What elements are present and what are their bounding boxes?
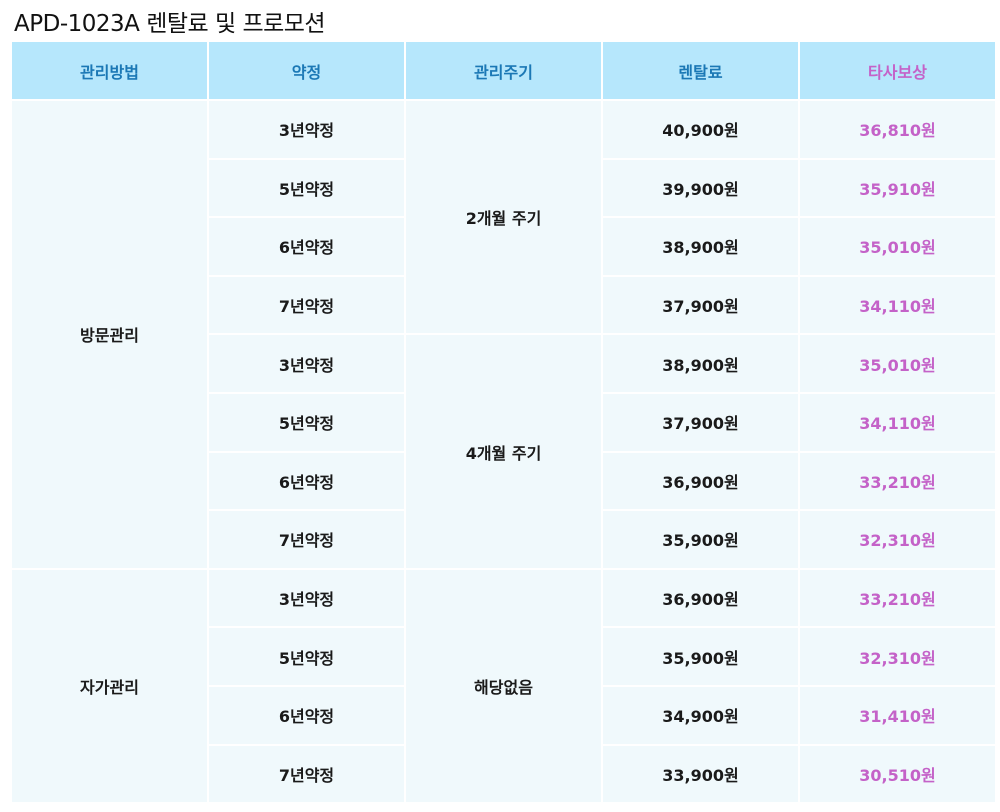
cycle-cell: 4개월 주기 [406,335,601,568]
fee-cell: 40,900원 [603,101,798,158]
table-row: 6년약정 34,900원 31,410원 [12,686,995,744]
term-cell: 6년약정 [209,686,404,744]
table-row: 7년약정 33,900원 30,510원 [12,745,995,803]
fee-cell: 35,900원 [603,628,798,685]
term-cell: 7년약정 [209,511,404,568]
compensation-cell: 33,210원 [800,569,995,627]
method-cell: 자가관리 [12,569,207,803]
cycle-cell: 2개월 주기 [406,101,601,334]
term-cell: 3년약정 [209,101,404,158]
term-cell: 3년약정 [209,335,404,392]
fee-cell: 37,900원 [603,393,798,451]
page-title: APD-1023A 렌탈료 및 프로모션 [14,11,326,37]
table-row: 6년약정 36,900원 33,210원 [12,452,995,510]
fee-cell: 39,900원 [603,159,798,217]
compensation-cell: 35,010원 [800,218,995,275]
fee-cell: 35,900원 [603,511,798,568]
term-cell: 5년약정 [209,628,404,685]
compensation-cell: 30,510원 [800,745,995,803]
compensation-cell: 32,310원 [800,628,995,685]
compensation-cell: 31,410원 [800,686,995,744]
fee-cell: 38,900원 [603,335,798,392]
table-row: 7년약정 35,900원 32,310원 [12,511,995,568]
compensation-cell: 32,310원 [800,511,995,568]
table-row: 5년약정 39,900원 35,910원 [12,159,995,217]
fee-cell: 37,900원 [603,276,798,334]
term-cell: 7년약정 [209,745,404,803]
table-row: 3년약정 4개월 주기 38,900원 35,010원 [12,335,995,568]
header-method: 관리방법 [12,42,207,99]
table-row: 자가관리 3년약정 해당없음 36,900원 33,210원 [12,569,995,803]
cycle-cell: 해당없음 [406,569,601,803]
compensation-cell: 34,110원 [800,276,995,334]
term-cell: 3년약정 [209,569,404,627]
table-row: 방문관리 3년약정 2개월 주기 40,900원 36,810원 [12,101,995,568]
header-cycle: 관리주기 [406,42,601,99]
compensation-cell: 36,810원 [800,101,995,158]
header-compensation: 타사보상 [800,42,995,99]
term-cell: 6년약정 [209,218,404,275]
term-cell: 6년약정 [209,452,404,510]
compensation-cell: 35,910원 [800,159,995,217]
table-row: 5년약정 35,900원 32,310원 [12,628,995,685]
fee-cell: 36,900원 [603,569,798,627]
fee-cell: 38,900원 [603,218,798,275]
table-row: 5년약정 37,900원 34,110원 [12,393,995,451]
rental-price-table: 관리방법 약정 관리주기 렌탈료 타사보상 방문관리 3년약정 2개월 주기 40,9… [10,40,997,804]
table-row: 7년약정 37,900원 34,110원 [12,276,995,334]
header-fee: 렌탈료 [603,42,798,99]
table-row: 6년약정 38,900원 35,010원 [12,218,995,275]
header-term: 약정 [209,42,404,99]
fee-cell: 36,900원 [603,452,798,510]
compensation-cell: 34,110원 [800,393,995,451]
fee-cell: 34,900원 [603,686,798,744]
term-cell: 5년약정 [209,159,404,217]
method-cell: 방문관리 [12,101,207,568]
compensation-cell: 35,010원 [800,335,995,392]
header-row: 관리방법 약정 관리주기 렌탈료 타사보상 [12,42,995,99]
fee-cell: 33,900원 [603,745,798,803]
term-cell: 7년약정 [209,276,404,334]
compensation-cell: 33,210원 [800,452,995,510]
term-cell: 5년약정 [209,393,404,451]
